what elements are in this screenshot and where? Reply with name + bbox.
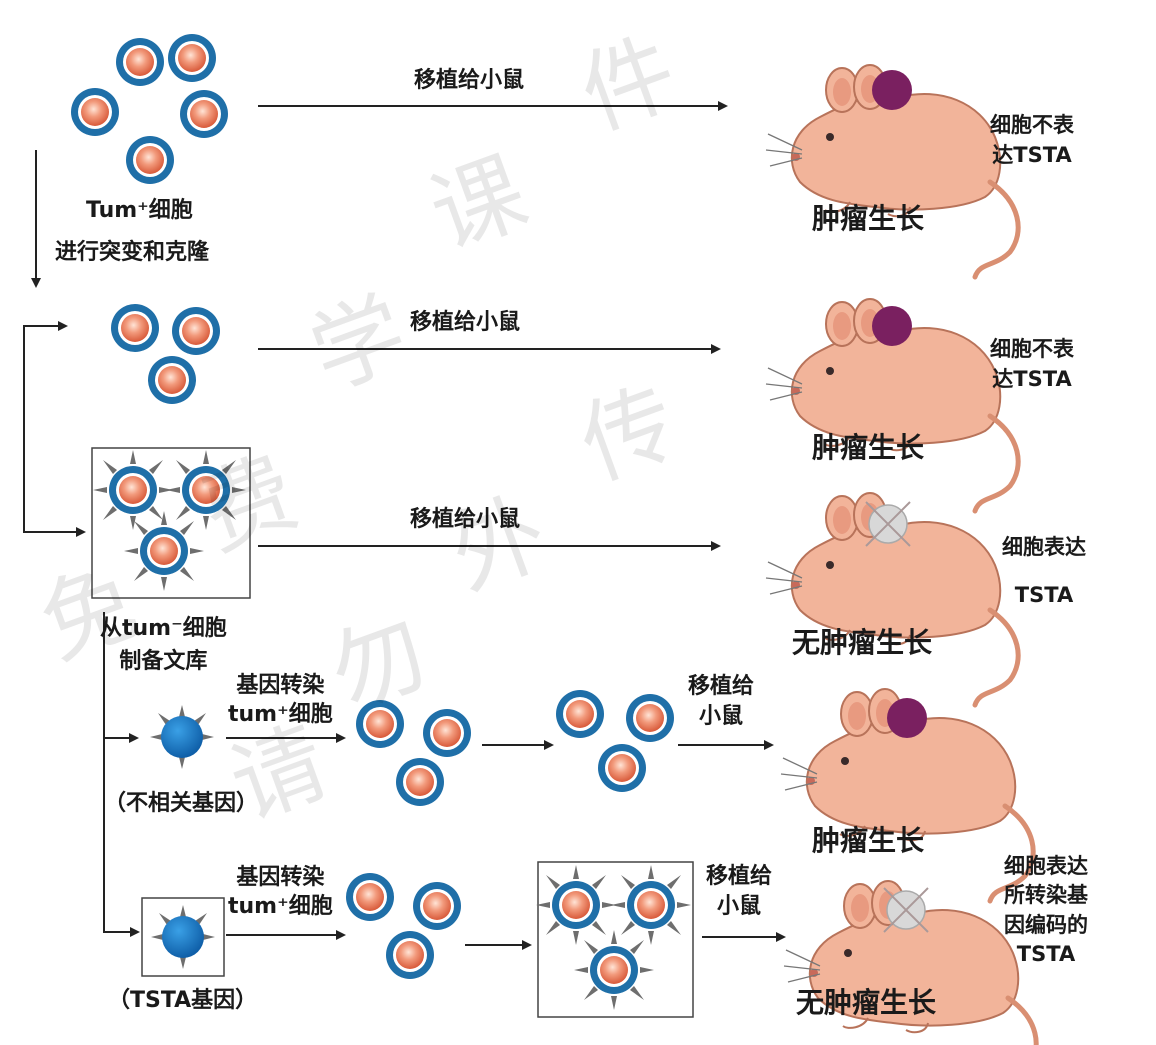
- no-tumor-growth-row5: 无肿瘤生长: [796, 986, 937, 1019]
- arrow-label-row1: 移植给小鼠: [414, 68, 525, 93]
- result-row5-line4: TSTA: [1016, 942, 1076, 967]
- tumor-growth-row2: 肿瘤生长: [812, 431, 925, 464]
- row5-spiky-cells: [536, 865, 691, 1010]
- arrow-label-row5: 移植给 小鼠: [706, 862, 772, 921]
- result-row1-line2: 达TSTA: [992, 143, 1072, 168]
- row5-transfected-cells: [346, 873, 461, 979]
- result-row1: 细胞不表 达TSTA: [990, 110, 1074, 171]
- library-label: 从tum⁻细胞 制备文库: [100, 612, 227, 678]
- row4-expanded-cells: [556, 690, 674, 792]
- tsta-gene-label: （TSTA基因）: [108, 988, 258, 1013]
- transfect-row4-line2: tum⁺细胞: [228, 701, 333, 727]
- mouse-row1: [766, 65, 1018, 277]
- tum-plus-cells-label: Tum⁺细胞: [86, 198, 193, 223]
- mutate-clone-label: 进行突变和克隆: [55, 240, 210, 265]
- branch-connector-rows-2-3: [23, 325, 62, 533]
- mouse-row3: [766, 493, 1018, 705]
- result-row3-line1: 细胞表达: [1002, 535, 1086, 559]
- result-row3-line2: TSTA: [1014, 583, 1074, 608]
- arrow-label-row2: 移植给小鼠: [410, 310, 521, 335]
- result-row5-line1: 细胞表达: [1004, 854, 1088, 878]
- arrow-label-row5-line1: 移植给: [706, 864, 773, 889]
- library-label-line2: 制备文库: [119, 649, 208, 674]
- tsta-gene-box: [141, 897, 225, 977]
- unrelated-gene-cell: [150, 705, 214, 769]
- result-row3: 细胞表达 TSTA: [1002, 532, 1086, 611]
- transfect-row4-line1: 基因转染: [236, 673, 325, 698]
- transfect-row5-line1: 基因转染: [236, 865, 325, 890]
- mouse-row4: [781, 689, 1033, 901]
- result-row5-line3: 因编码的: [1004, 912, 1088, 937]
- tsta-gene-cell: [151, 905, 215, 969]
- result-row2-line2: 达TSTA: [992, 367, 1072, 392]
- unrelated-gene-label: （不相关基因）: [104, 791, 259, 816]
- library-label-line1: 从tum⁻细胞: [100, 616, 227, 641]
- arrow-label-row5-line2: 小鼠: [717, 893, 762, 919]
- row1-tum-plus-cells: [71, 34, 228, 184]
- transfect-row5-line2: tum⁺细胞: [228, 893, 333, 919]
- transfect-label-row4: 基因转染 tum⁺细胞: [228, 672, 333, 729]
- arrow-label-row4: 移植给 小鼠: [688, 672, 754, 731]
- result-row2: 细胞不表 达TSTA: [990, 334, 1074, 395]
- mouse-row5: [784, 881, 1036, 1045]
- library-box-row3: [91, 447, 251, 599]
- mouse-row2: [766, 299, 1018, 511]
- tsta-cells-box: [537, 861, 694, 1018]
- row2-mutant-cells: [111, 304, 220, 404]
- tumor-growth-row1: 肿瘤生长: [812, 202, 925, 235]
- transfect-label-row5: 基因转染 tum⁺细胞: [228, 864, 333, 921]
- arrow-label-row4-line2: 小鼠: [699, 703, 744, 729]
- result-row1-line1: 细胞不表: [990, 113, 1074, 137]
- arrow-label-row3: 移植给小鼠: [410, 507, 521, 532]
- result-row5: 细胞表达 所转染基 因编码的 TSTA: [1004, 852, 1088, 970]
- no-tumor-growth-row3: 无肿瘤生长: [792, 626, 933, 659]
- result-row5-line2: 所转染基: [1004, 883, 1088, 908]
- result-row2-line1: 细胞不表: [990, 337, 1074, 361]
- tumor-growth-row4: 肿瘤生长: [812, 824, 925, 857]
- arrow-label-row4-line1: 移植给: [688, 674, 755, 699]
